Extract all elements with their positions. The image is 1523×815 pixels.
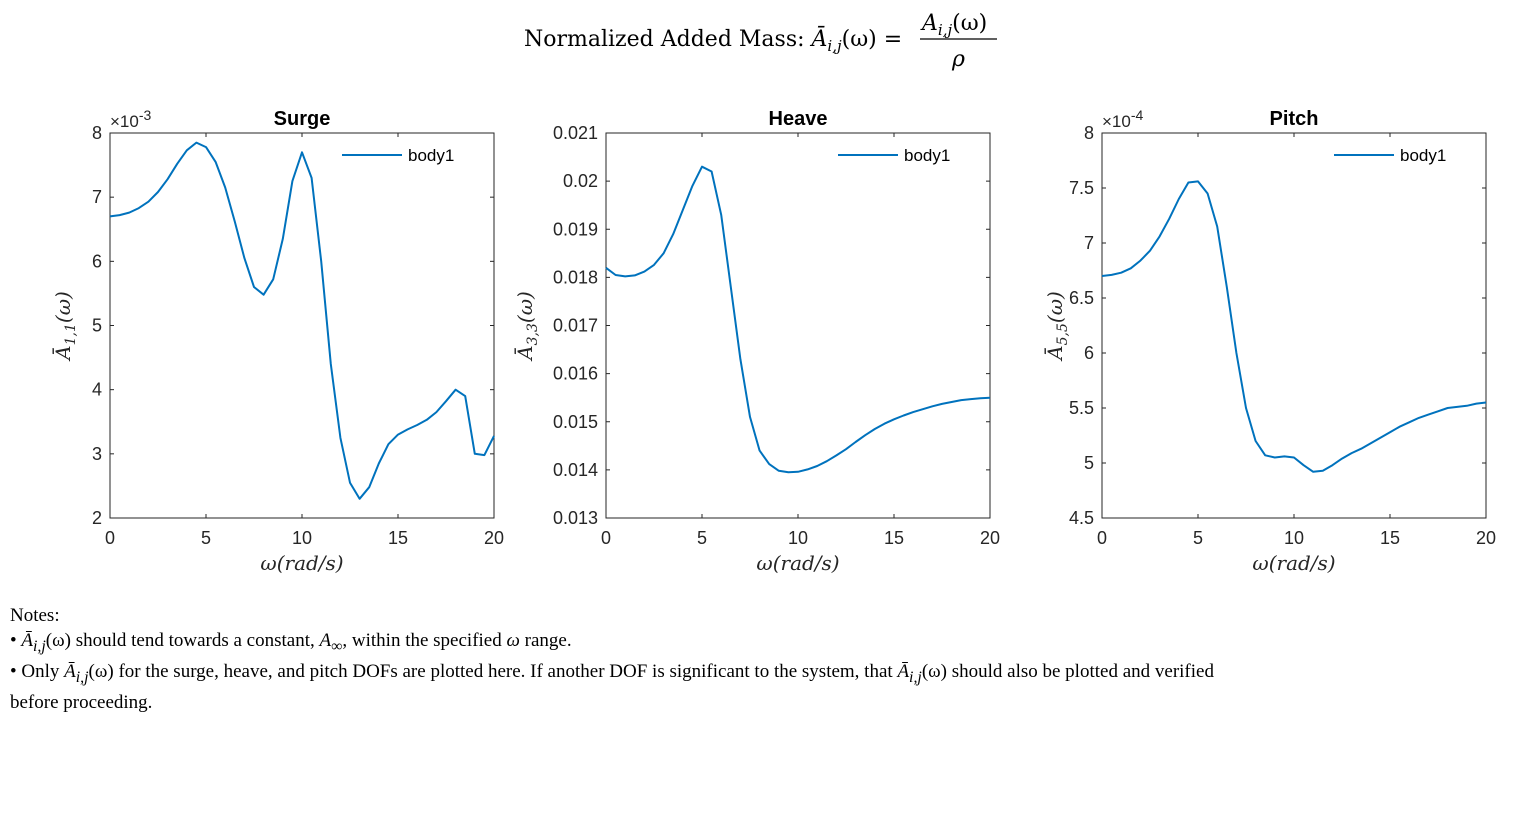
- title-num: A: [920, 11, 938, 36]
- surge-y-tick-label: 6: [92, 251, 102, 271]
- heave-x-tick-label: 10: [788, 528, 808, 548]
- pitch-x-tick-label: 10: [1284, 528, 1304, 548]
- pitch-axes-box: [1101, 132, 1487, 519]
- heave-y-tick-label: 0.02: [563, 171, 598, 191]
- title-den: ρ: [951, 47, 965, 72]
- surge-x-tick-label: 15: [388, 528, 408, 548]
- pitch-y-tick-label: 5: [1084, 453, 1094, 473]
- pitch-y-tick-label: 8: [1084, 123, 1094, 143]
- heave-y-tick-label: 0.018: [553, 267, 598, 287]
- heave-panel: 0 5 10 15 20 0.013 0.014 0.015 0.016 0.017 0.018 0.…: [513, 108, 1000, 575]
- surge-x-tick-label: 5: [201, 528, 211, 548]
- pitch-panel: 0 5 10 15 20 4.5 5 5.5 6 6.5 7 7.5 8 ×10-4 Pitch ω(rad/…: [1043, 107, 1496, 575]
- figure: Normalized Added Mass: Āi,j(ω) = Ai,j(ω)…: [51, 11, 1496, 575]
- surge-title: Surge: [274, 108, 331, 130]
- pitch-y-tick-label: 5.5: [1069, 398, 1094, 418]
- surge-y-tick-label: 4: [92, 380, 102, 400]
- heave-x-tick-label: 15: [884, 528, 904, 548]
- title-lhs-arg: (ω) =: [842, 27, 903, 52]
- heave-y-tick-label: 0.021: [553, 123, 598, 143]
- title-num-arg: (ω): [952, 11, 987, 36]
- pitch-series-line: [1101, 180, 1487, 473]
- title-num-sub: i,j: [938, 21, 953, 39]
- title-lhs-sub: i,j: [827, 37, 842, 55]
- title-prefix: Normalized Added Mass:: [524, 27, 812, 52]
- figure-title: Normalized Added Mass: Āi,j(ω) = Ai,j(ω)…: [524, 11, 997, 72]
- pitch-title: Pitch: [1270, 108, 1319, 130]
- surge-x-tick-label: 10: [292, 528, 312, 548]
- heave-y-tick-label: 0.015: [553, 412, 598, 432]
- heave-y-tick-label: 0.014: [553, 460, 598, 480]
- pitch-y-tick-label: 6.5: [1069, 288, 1094, 308]
- surge-series-line: [109, 141, 495, 500]
- heave-y-axis-label: Ā3,3(ω): [513, 291, 541, 362]
- pitch-legend-label: body1: [1400, 146, 1446, 165]
- surge-y-tick-label: 5: [92, 316, 102, 336]
- pitch-exponent-label: ×10-4: [1102, 107, 1144, 131]
- surge-y-tick-label: 3: [92, 444, 102, 464]
- pitch-y-tick-label: 4.5: [1069, 508, 1094, 528]
- notes-heading: Notes:: [10, 605, 60, 626]
- surge-axes-box: [109, 132, 495, 519]
- surge-x-tick-label: 0: [105, 528, 115, 548]
- notes-bullet-2: • Only Āi,j(ω) for the surge, heave, and…: [10, 660, 1214, 686]
- heave-axes-box: [605, 132, 991, 519]
- pitch-x-axis-label: ω(rad/s): [1252, 551, 1335, 575]
- heave-legend-label: body1: [904, 146, 950, 165]
- pitch-y-tick-label: 6: [1084, 343, 1094, 363]
- heave-y-tick-label: 0.019: [553, 219, 598, 239]
- pitch-x-tick-label: 5: [1193, 528, 1203, 548]
- surge-y-tick-label: 8: [92, 123, 102, 143]
- heave-y-tick-label: 0.013: [553, 508, 598, 528]
- heave-x-tick-label: 0: [601, 528, 611, 548]
- pitch-x-tick-label: 15: [1380, 528, 1400, 548]
- surge-y-tick-label: 7: [92, 187, 102, 207]
- svg-text:Normalized Added Mass: Āi,j(ω): Normalized Added Mass: Āi,j(ω) =: [524, 26, 902, 55]
- surge-panel: 0 5 10 15 20 2 3 4 5 6 7 8 ×10-3 Surge ω(rad/s) Ā1,1(ω)…: [51, 107, 504, 575]
- pitch-x-tick-label: 20: [1476, 528, 1496, 548]
- surge-exponent-label: ×10-3: [110, 107, 152, 131]
- notes-bullet-1: • Āi,j(ω) should tend towards a constant…: [10, 630, 572, 655]
- pitch-y-axis-label: Ā5,5(ω): [1043, 291, 1071, 362]
- surge-y-tick-label: 2: [92, 508, 102, 528]
- svg-text:Ai,j(ω): Ai,j(ω): [920, 11, 987, 39]
- surge-y-axis-label: Ā1,1(ω): [51, 291, 79, 362]
- heave-y-tick-label: 0.017: [553, 316, 598, 336]
- surge-legend-label: body1: [408, 146, 454, 165]
- title-lhs: Ā: [810, 26, 828, 52]
- heave-y-tick-label: 0.016: [553, 364, 598, 384]
- heave-x-tick-label: 20: [980, 528, 1000, 548]
- pitch-x-tick-label: 0: [1097, 528, 1107, 548]
- notes-bullet-2-continued: before proceeding.: [10, 691, 153, 713]
- notes-block: Notes: • Āi,j(ω) should tend towards a c…: [10, 603, 1510, 715]
- pitch-y-tick-label: 7.5: [1069, 178, 1094, 198]
- heave-series-line: [605, 165, 991, 474]
- heave-x-axis-label: ω(rad/s): [756, 551, 839, 575]
- surge-x-axis-label: ω(rad/s): [260, 551, 343, 575]
- pitch-y-tick-label: 7: [1084, 233, 1094, 253]
- heave-x-tick-label: 5: [697, 528, 707, 548]
- surge-x-tick-label: 20: [484, 528, 504, 548]
- heave-title: Heave: [769, 108, 828, 130]
